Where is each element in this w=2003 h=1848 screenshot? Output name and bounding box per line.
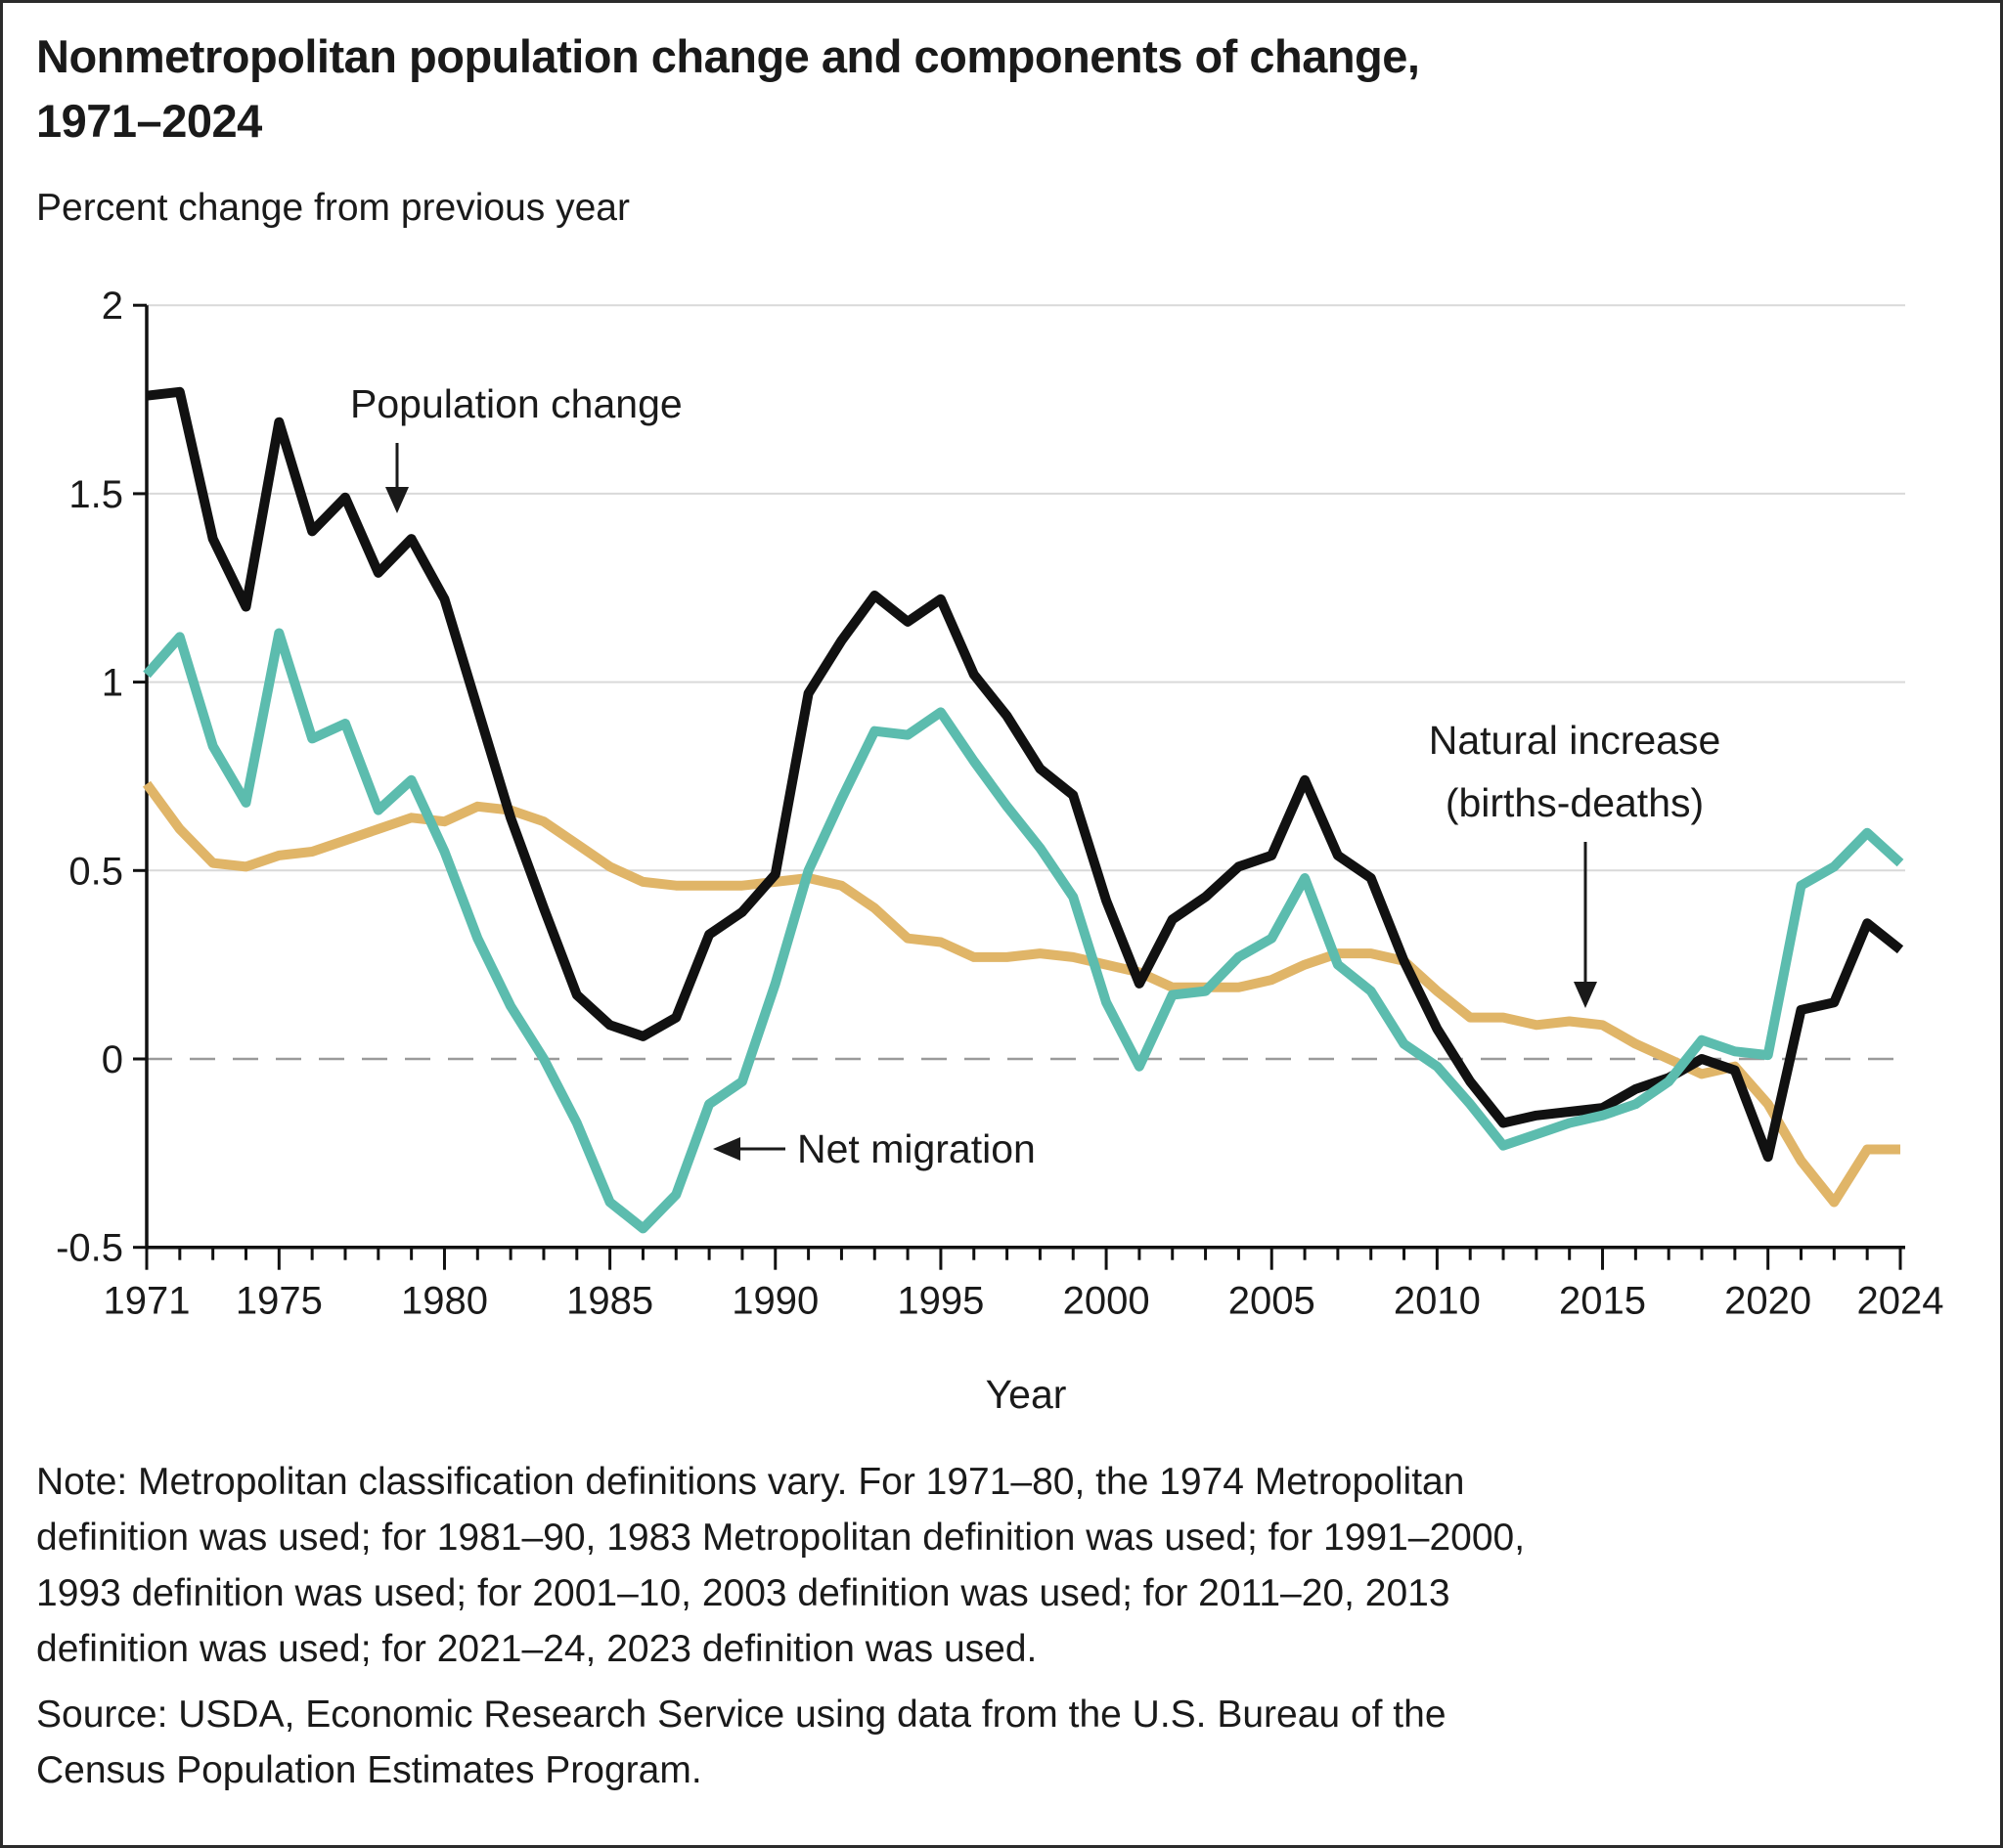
source-line: Source: USDA, Economic Research Service … bbox=[36, 1694, 1447, 1736]
y-tick-label: 0 bbox=[102, 1038, 123, 1081]
note-line: Note: Metropolitan classification defini… bbox=[36, 1461, 1465, 1503]
annotation-arrows-layer bbox=[385, 443, 1597, 1161]
net-migration-arrow bbox=[713, 1137, 785, 1161]
chart-title-line-1: Nonmetropolitan population change and co… bbox=[36, 30, 1420, 82]
natural-increase-arrow bbox=[1574, 842, 1597, 1008]
x-tick-label: 2020 bbox=[1724, 1280, 1811, 1323]
annotation-natural-increase-line-1: Natural increase bbox=[1428, 718, 1721, 763]
x-tick-label: 2005 bbox=[1228, 1280, 1315, 1323]
source-line: Census Population Estimates Program. bbox=[36, 1749, 702, 1791]
chart-title-line-2: 1971–2024 bbox=[36, 95, 262, 147]
annotation-natural-increase-line-2: (births-deaths) bbox=[1445, 780, 1705, 825]
note-line: definition was used; for 2021–24, 2023 d… bbox=[36, 1628, 1038, 1670]
x-tick-label: 2000 bbox=[1063, 1280, 1150, 1323]
annotation-net-migration: Net migration bbox=[797, 1126, 1036, 1171]
y-axis-units-label: Percent change from previous year bbox=[36, 187, 630, 229]
series-line-natural-increase-births-deaths bbox=[142, 780, 1900, 1208]
annotation-natural-increase: Natural increase (births-deaths) bbox=[1372, 709, 1777, 834]
y-tick-label: 0.5 bbox=[68, 850, 123, 893]
x-tick-label: 1971 bbox=[104, 1280, 191, 1323]
x-tick-label: 1980 bbox=[401, 1280, 488, 1323]
source-text: Source: USDA, Economic Research Service … bbox=[36, 1687, 1447, 1798]
note-line: definition was used; for 1981–90, 1983 M… bbox=[36, 1517, 1526, 1559]
series-line-population-change bbox=[146, 386, 1904, 1163]
y-tick-label: 1 bbox=[102, 662, 123, 705]
x-tick-label: 1975 bbox=[236, 1280, 323, 1323]
y-tick-label: -0.5 bbox=[56, 1227, 123, 1270]
x-tick-label: 1995 bbox=[897, 1280, 984, 1323]
plot-area: 2 1.5 1 0.5 0 -0.5 1971 1975 1980 1985 1990 1995 200… bbox=[56, 285, 1944, 1323]
x-tick-label: 2010 bbox=[1394, 1280, 1481, 1323]
chart-title: Nonmetropolitan population change and co… bbox=[36, 24, 1420, 154]
x-tick-label: 1985 bbox=[566, 1280, 653, 1323]
note-line: 1993 definition was used; for 2001–10, 2… bbox=[36, 1572, 1450, 1614]
x-tick-label: 1990 bbox=[732, 1280, 819, 1323]
x-tick-label: 2024 bbox=[1857, 1280, 1944, 1323]
series-line-net-migration bbox=[143, 628, 1904, 1234]
y-tick-label: 1.5 bbox=[68, 473, 123, 516]
annotation-population-change: Population change bbox=[350, 381, 683, 426]
note-text: Note: Metropolitan classification defini… bbox=[36, 1454, 1525, 1677]
x-tick-label: 2015 bbox=[1559, 1280, 1646, 1323]
x-axis-title: Year bbox=[985, 1372, 1067, 1417]
y-tick-label: 2 bbox=[102, 285, 123, 328]
population-change-arrow bbox=[385, 443, 409, 513]
